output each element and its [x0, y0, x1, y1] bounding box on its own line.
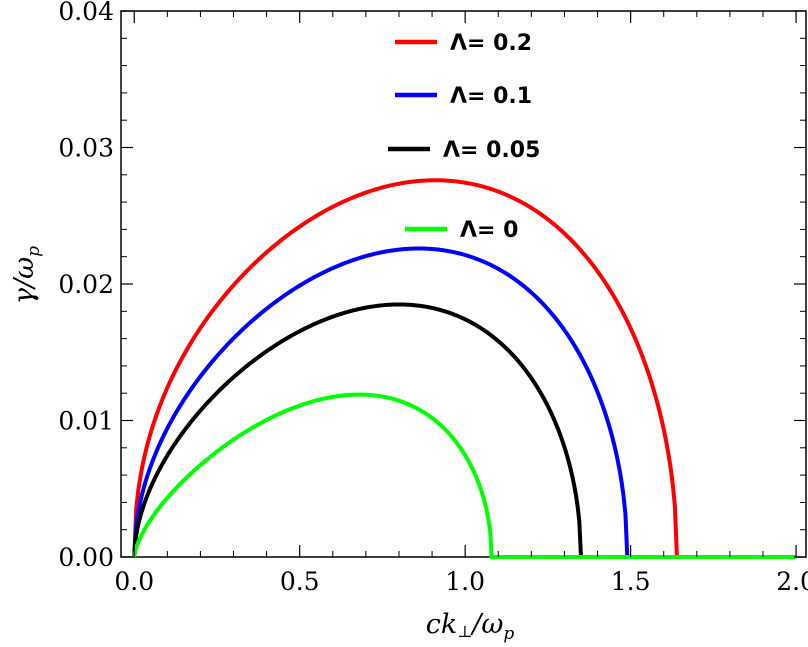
x-tick-label: 0.0 — [114, 567, 154, 596]
legend-entry: Λ= 0 — [405, 218, 518, 243]
svg-text:γ/ωp: γ/ωp — [9, 246, 44, 304]
series-line — [132, 246, 797, 559]
axis-ticks — [121, 10, 806, 558]
x-tick-label: 0.5 — [280, 567, 320, 596]
y-tick-label: 0.03 — [58, 134, 114, 163]
x-axis-label: ck⊥/ωp — [426, 609, 515, 644]
x-tick-label: 1.0 — [445, 567, 485, 596]
svg-text:ck⊥/ωp: ck⊥/ωp — [426, 609, 515, 644]
x-tick-label: 1.5 — [611, 567, 651, 596]
y-tick-label: 0.00 — [58, 543, 114, 572]
series-line — [132, 392, 797, 559]
y-axis-label: γ/ωp — [9, 246, 44, 304]
series-line — [132, 178, 797, 559]
legend-label: Λ= 0 — [460, 218, 518, 243]
series-line — [132, 302, 797, 559]
series-curves — [132, 178, 797, 559]
y-tick-label: 0.01 — [58, 407, 114, 436]
x-tick-label: 2.0 — [776, 567, 808, 596]
legend-label: Λ= 0.1 — [450, 84, 532, 109]
legend: Λ= 0.2 Λ= 0.1 Λ= 0.05 Λ= 0 — [388, 31, 540, 243]
y-tick-label: 0.02 — [58, 270, 114, 299]
legend-entry: Λ= 0.1 — [395, 84, 532, 109]
tick-labels: 0.0 0.5 1.0 1.5 2.0 0.00 0.01 0.02 0.03 0.04 — [58, 0, 808, 596]
legend-entry: Λ= 0.2 — [395, 31, 532, 56]
y-tick-label: 0.04 — [58, 0, 114, 26]
legend-label: Λ= 0.2 — [450, 31, 532, 56]
legend-label: Λ= 0.05 — [443, 138, 540, 163]
legend-entry: Λ= 0.05 — [388, 138, 540, 163]
